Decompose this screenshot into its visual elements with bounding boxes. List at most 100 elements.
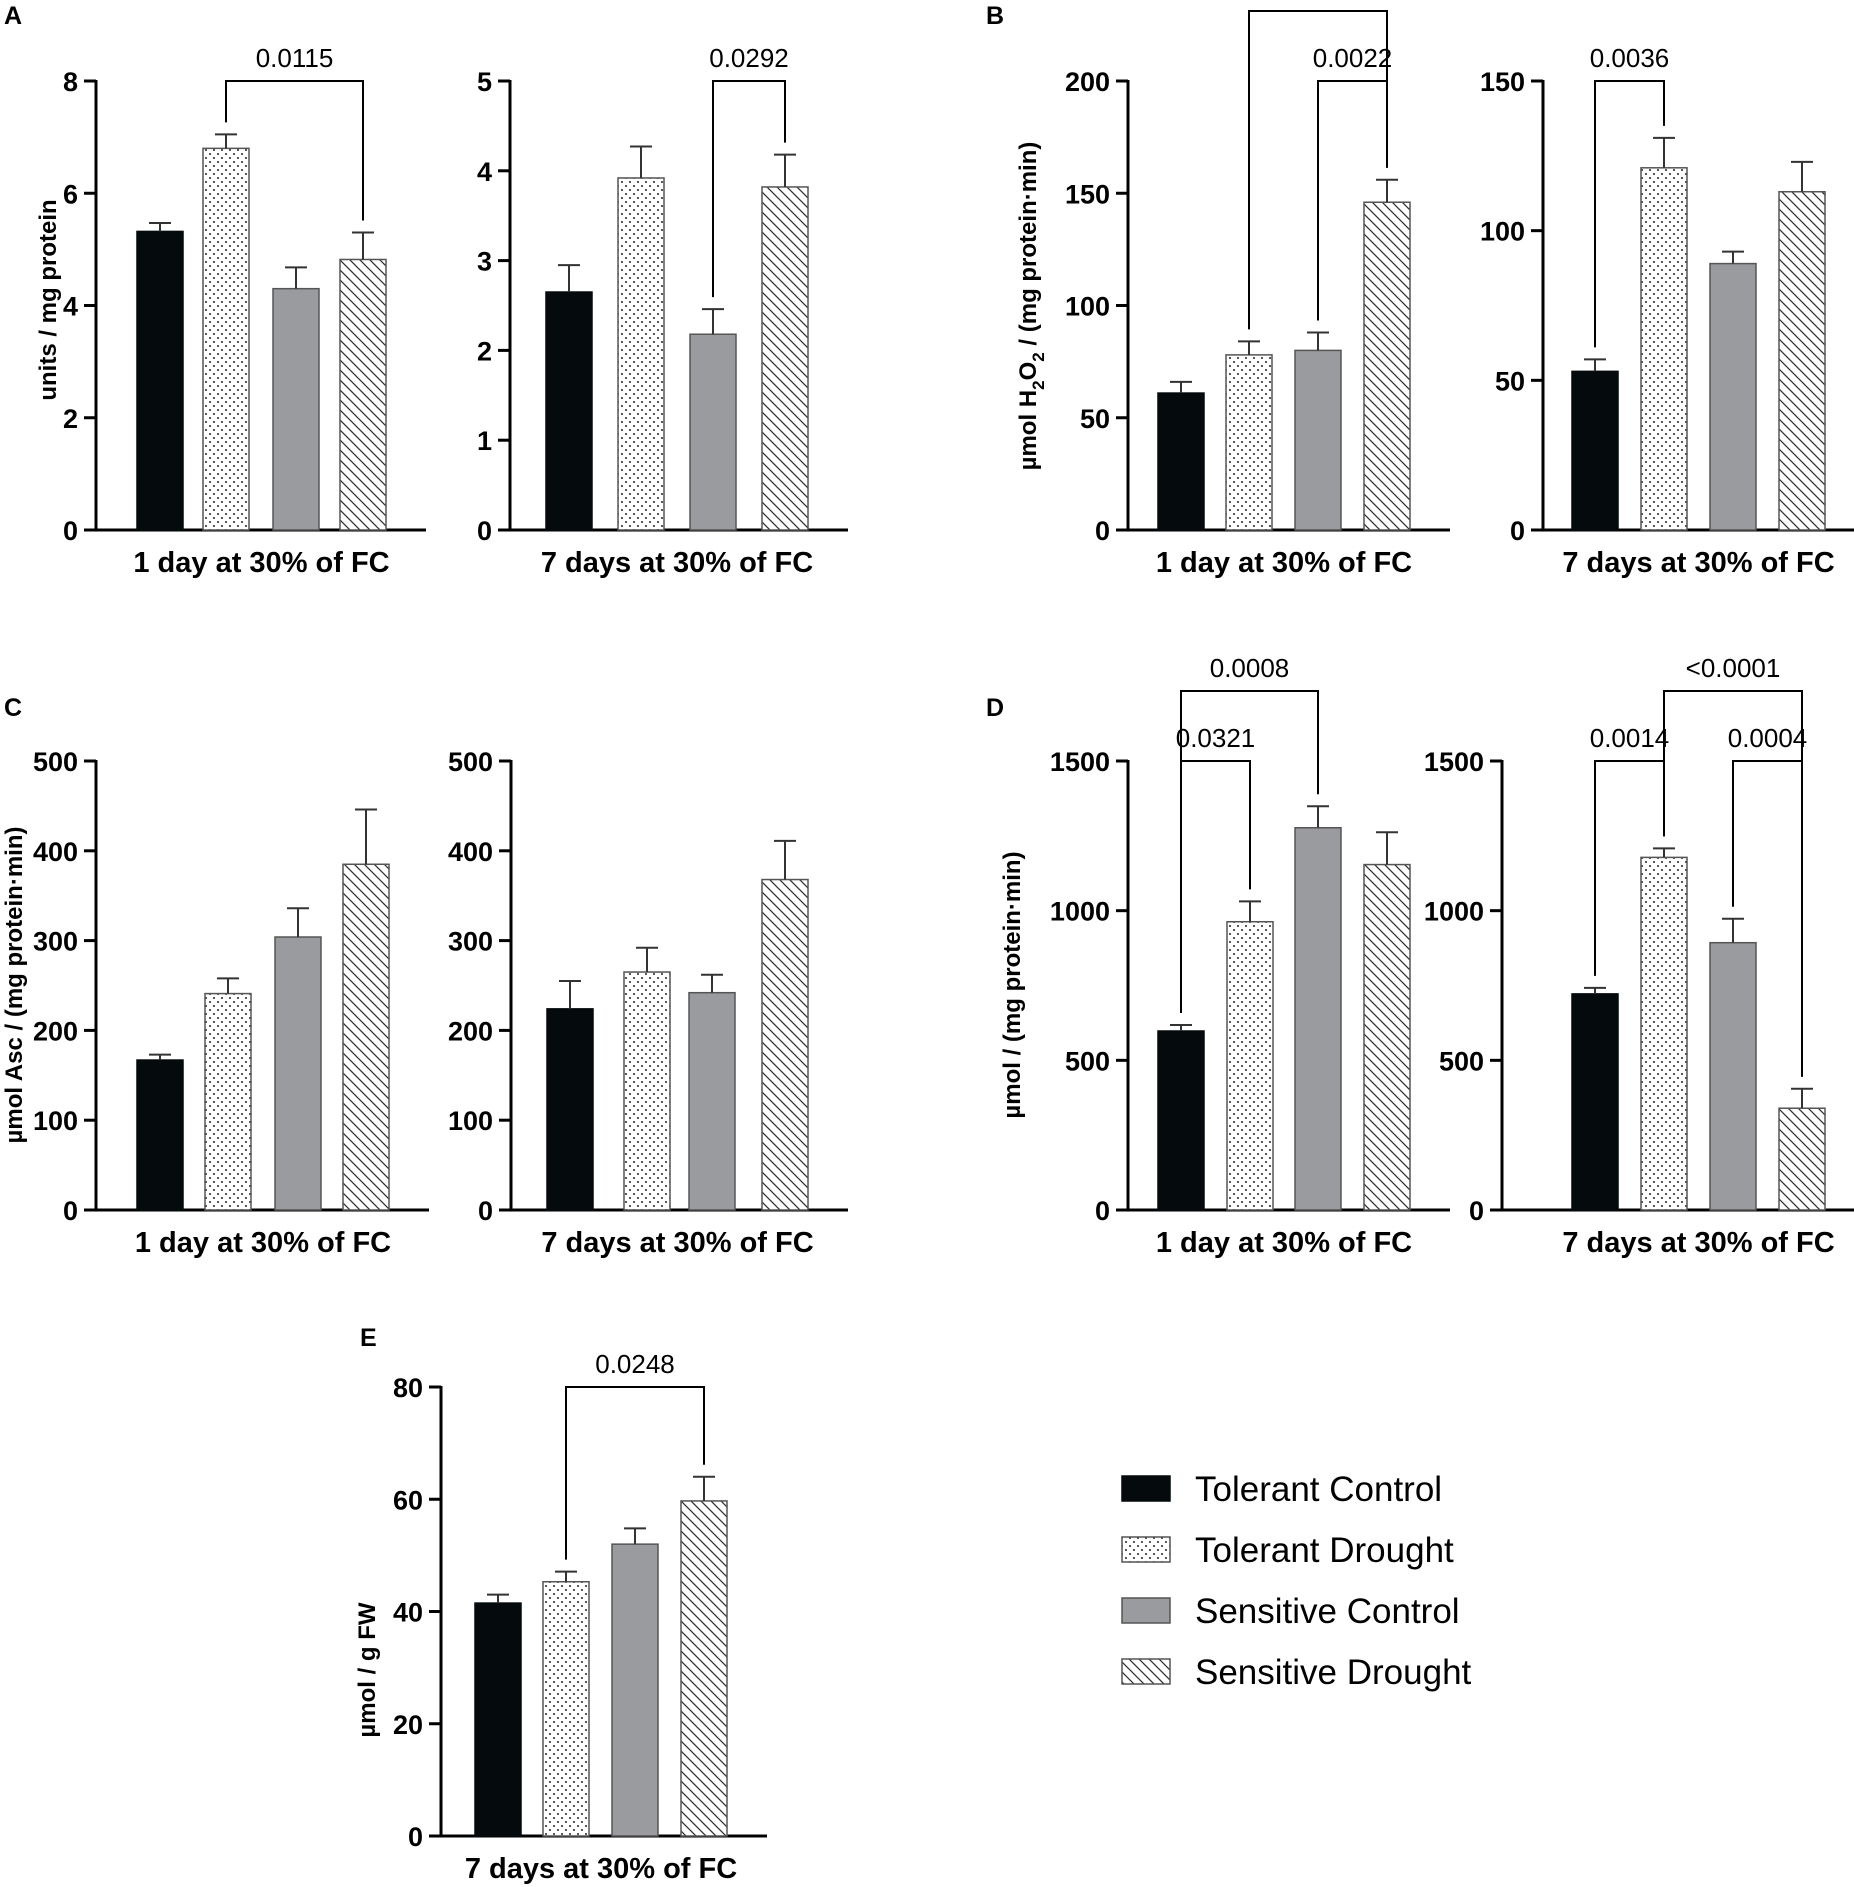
bar [1778, 1107, 1826, 1211]
y-tick-label: 1000 [1424, 897, 1484, 927]
p-value-label: 0.0004 [1728, 723, 1808, 753]
y-tick-label: 200 [1065, 67, 1110, 97]
p-value-label: 0.0022 [1313, 43, 1393, 73]
y-tick-label: 1500 [1050, 747, 1110, 777]
p-value-label: 0.0008 [1210, 653, 1290, 683]
bar [546, 1008, 594, 1211]
p-value-label: <0.0001 [1686, 653, 1781, 683]
significance-bracket [1248, 10, 1388, 330]
legend-label: Tolerant Drought [1195, 1531, 1454, 1570]
chart-b-2: 0 50 100 150 7 days at 30% of FC 0.0036 [1480, 43, 1854, 579]
y-tick-label: 300 [33, 927, 78, 957]
bar [274, 936, 322, 1211]
bar [1363, 863, 1411, 1211]
bar [545, 291, 593, 531]
bar [1226, 920, 1274, 1211]
y-tick-label: 40 [393, 1598, 423, 1628]
x-axis-label: 1 day at 30% of FC [133, 547, 389, 579]
p-value-label: 0.0009 [1278, 0, 1358, 3]
legend-swatch [1121, 1658, 1171, 1685]
y-tick-label: 0 [63, 516, 78, 546]
legend-label: Tolerant Control [1195, 1470, 1442, 1509]
bar [623, 971, 671, 1211]
chart-d-2: 0 500 1000 1500 7 days at 30% of FC 0.0014 0.0… [1424, 653, 1854, 1259]
significance-bracket [565, 1386, 705, 1560]
legend-swatch [1121, 1597, 1171, 1624]
x-axis-label: 7 days at 30% of FC [465, 1853, 737, 1885]
bar [1294, 349, 1342, 531]
bar [1294, 827, 1342, 1211]
p-value-label: 0.0115 [256, 43, 334, 73]
bar [1640, 856, 1688, 1211]
panel-label-e: E [360, 1324, 377, 1352]
legend-swatch [1121, 1536, 1171, 1563]
y-tick-label: 100 [33, 1106, 78, 1136]
significance-bracket [1594, 80, 1665, 348]
panel-c-ylabel: µmol Asc / (mg protein·min) [1, 827, 28, 1144]
panel-b-ylabel: µmol H2O2 / (mg protein·min) [1015, 142, 1048, 471]
y-tick-label: 0 [477, 516, 492, 546]
y-tick-label: 0 [408, 1822, 423, 1852]
chart-c-1: 0 100 200 300 400 500 1 day at 30% of FC [33, 747, 429, 1259]
y-tick-label: 2 [63, 404, 78, 434]
y-tick-label: 200 [33, 1016, 78, 1046]
bar [474, 1602, 522, 1837]
bar [1157, 1030, 1205, 1211]
bar [689, 333, 737, 531]
legend: Tolerant Control Tolerant Drought Sensitiv… [1121, 1470, 1472, 1692]
bar [342, 863, 390, 1211]
y-tick-label: 500 [1439, 1046, 1484, 1076]
y-tick-label: 400 [33, 837, 78, 867]
bar [761, 186, 809, 531]
y-tick-label: 0 [478, 1196, 493, 1226]
p-value-label: 0.0292 [709, 43, 789, 73]
bar [1640, 167, 1688, 531]
y-tick-label: 100 [1065, 292, 1110, 322]
bar [1225, 354, 1273, 531]
bar [1778, 191, 1826, 531]
y-tick-label: 3 [477, 247, 492, 277]
y-tick-label: 50 [1080, 404, 1110, 434]
y-tick-label: 80 [393, 1373, 423, 1403]
panel-d-ylabel: µmol / (mg protein·min) [999, 851, 1026, 1118]
panel-e-ylabel: µmol / g FW [354, 1602, 381, 1737]
x-axis-label: 1 day at 30% of FC [1156, 1227, 1412, 1259]
bar [1157, 392, 1205, 531]
chart-d-1: 0 500 1000 1500 1 day at 30% of FC 0.0321 0.00… [1050, 653, 1450, 1259]
p-value-label: 0.0036 [1590, 43, 1670, 73]
y-tick-label: 0 [1469, 1196, 1484, 1226]
p-value-label: 0.0321 [1176, 723, 1256, 753]
bar [204, 992, 252, 1211]
bar [611, 1543, 659, 1837]
significance-bracket [1180, 690, 1319, 1014]
bar [761, 878, 809, 1211]
y-tick-label: 0 [1510, 516, 1525, 546]
bar [1363, 201, 1411, 531]
y-tick-label: 1500 [1424, 747, 1484, 777]
bar [1571, 370, 1619, 531]
y-tick-label: 1000 [1050, 897, 1110, 927]
chart-e-1: 0 20 40 60 80 7 days at 30% of FC 0.0248 [393, 1349, 767, 1885]
y-tick-label: 400 [448, 837, 493, 867]
x-axis-label: 7 days at 30% of FC [541, 547, 813, 579]
y-tick-label: 0 [63, 1196, 78, 1226]
y-tick-label: 4 [477, 157, 492, 187]
y-tick-label: 500 [448, 747, 493, 777]
chart-a-1: 0 2 4 6 8 1 day at 30% of FC 0.0115 [63, 43, 426, 579]
y-tick-label: 4 [63, 292, 78, 322]
plots: 0 2 4 6 8 1 day at 30% of FC 0.0115 0 1 2 3 4 5 7 day… [33, 0, 1854, 1885]
bar [1571, 993, 1619, 1211]
y-tick-label: 100 [448, 1106, 493, 1136]
panel-label-c: C [4, 694, 22, 722]
y-tick-label: 200 [448, 1016, 493, 1046]
y-tick-label: 2 [477, 336, 492, 366]
chart-b-1: 0 50 100 150 200 1 day at 30% of FC 0.0022 0.00… [1065, 0, 1450, 579]
significance-bracket [712, 80, 786, 298]
significance-bracket [225, 80, 364, 221]
bar [136, 1059, 184, 1211]
y-tick-label: 500 [1065, 1046, 1110, 1076]
bar [136, 230, 184, 531]
y-tick-label: 1 [477, 426, 492, 456]
bar [688, 991, 736, 1211]
bar [617, 177, 665, 531]
